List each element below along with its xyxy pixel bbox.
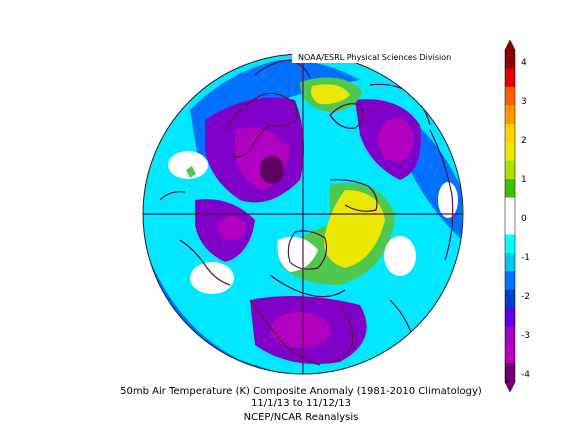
colorbar-top-arrow (504, 40, 516, 51)
colorbar-segment (505, 308, 515, 328)
colorbar (504, 40, 516, 392)
colorbar-segment (505, 271, 515, 291)
colorbar-tick-label: 3 (521, 97, 527, 107)
colorbar-segment (505, 252, 515, 272)
credit-box (292, 51, 462, 63)
colorbar-tick-label: -1 (521, 253, 530, 263)
colorbar-segment (505, 326, 515, 346)
colorbar-tick-label: 2 (521, 136, 527, 146)
colorbar-tick-label: -4 (521, 370, 530, 380)
warm-anomaly-north (311, 84, 350, 105)
colorbar-segment (505, 142, 515, 162)
white-anomaly-west (168, 151, 208, 179)
caption-source: NCEP/NCAR Reanalysis (243, 412, 359, 423)
colorbar-tick-label: -3 (521, 331, 530, 341)
cool-anomaly-south (143, 260, 463, 374)
colorbar-segment (505, 105, 515, 125)
credit-text: NOAA/ESRL Physical Sciences Division (298, 53, 452, 62)
colorbar-tick-label: -2 (521, 292, 530, 302)
colorbar-segment (505, 197, 515, 217)
magenta-core-south (270, 312, 330, 348)
white-anomaly-east (384, 236, 416, 276)
magenta-core-ne (378, 118, 414, 162)
colorbar-tick-label: 4 (521, 58, 527, 68)
map-disc (143, 54, 463, 374)
darkpurple-core-nw (260, 156, 284, 184)
colorbar-tick-label: 0 (521, 214, 527, 224)
caption-dates: 11/1/13 to 11/12/13 (251, 398, 351, 409)
colorbar-frame (504, 49, 516, 383)
colorbar-tick-label: 1 (521, 175, 527, 185)
white-anomaly-sw (190, 262, 234, 294)
magenta-core-west (218, 216, 246, 240)
caption-title: 50mb Air Temperature (K) Composite Anoma… (120, 386, 482, 397)
warm-anomaly-central (324, 190, 385, 268)
colorbar-segment (505, 345, 515, 365)
colorbar-segment (505, 123, 515, 143)
colorbar-segment (505, 86, 515, 106)
colorbar-segment (505, 234, 515, 254)
colorbar-segment (505, 50, 515, 69)
colorbar-segment (505, 160, 515, 180)
colorbar-segment (505, 179, 515, 199)
white-anomaly-far-east (438, 182, 458, 218)
white-anomaly-center (277, 236, 318, 272)
colorbar-segment (505, 289, 515, 309)
colorbar-segment (505, 216, 515, 235)
colorbar-segment (505, 363, 515, 383)
green-spot-west (186, 166, 196, 178)
colorbar-segment (505, 68, 515, 88)
